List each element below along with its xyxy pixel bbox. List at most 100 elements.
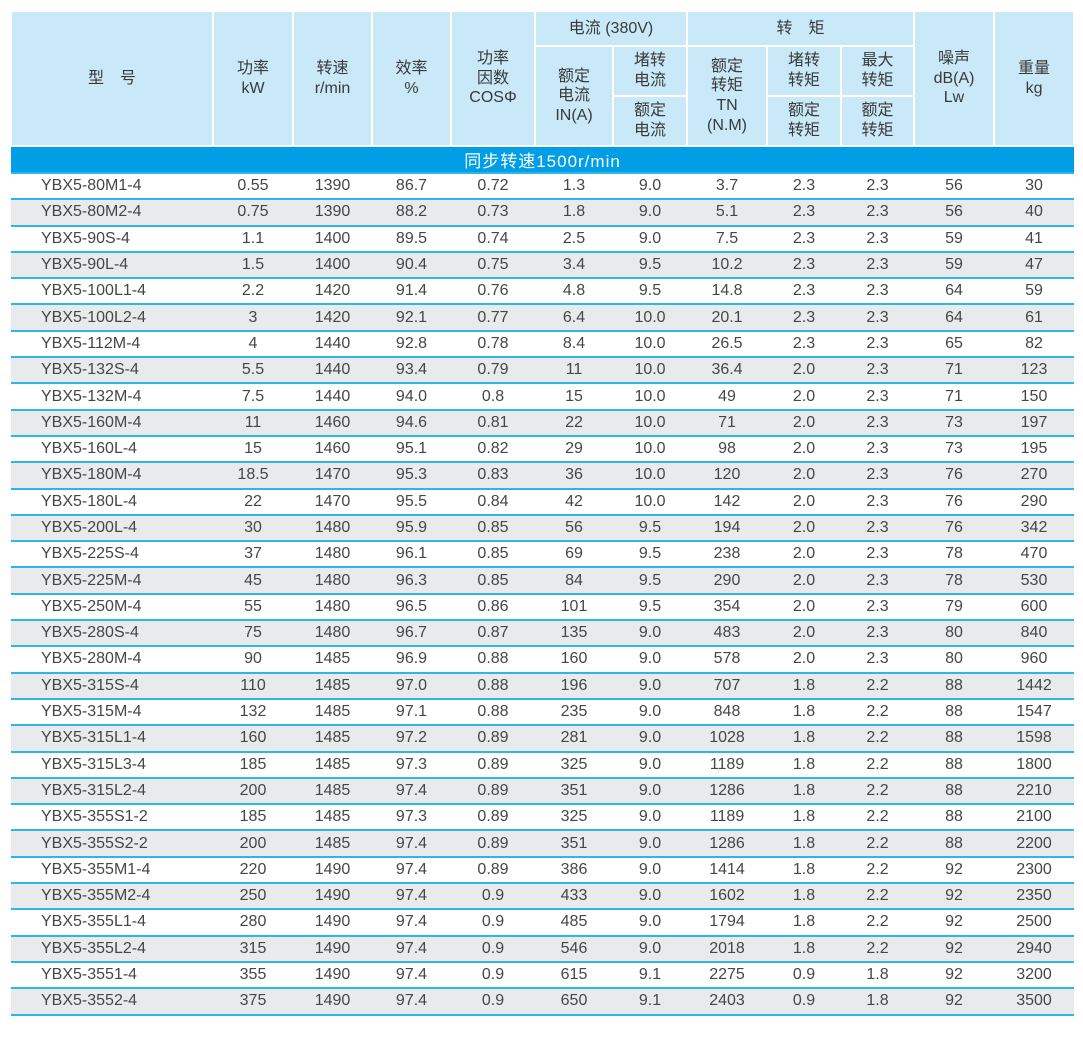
value-cell: 9.5	[613, 514, 688, 543]
value-cell: 7.5	[687, 225, 768, 253]
value-cell: 280	[213, 909, 293, 937]
value-cell: 0.89	[451, 725, 535, 753]
value-cell: 1.8	[767, 725, 842, 753]
value-cell: 71	[914, 357, 995, 385]
value-cell: 86.7	[372, 173, 451, 201]
value-cell: 2275	[687, 961, 768, 990]
table-row: YBX5-90S-4 1.1 1400 89.5 0.74 2.5 9.0 7.5 2.3 2.3…	[11, 225, 1075, 253]
value-cell: 10.0	[613, 330, 688, 359]
model-cell: YBX5-132S-4	[11, 357, 213, 385]
value-cell: 2.2	[841, 935, 915, 963]
value-cell: 2.3	[841, 567, 915, 595]
value-cell: 2.0	[767, 541, 842, 569]
table-row: YBX5-355M1-4 220 1490 97.4 0.89 386 9.0 1414 1.8…	[11, 856, 1075, 885]
value-cell: 2.3	[841, 278, 915, 306]
value-cell: 89.5	[372, 225, 451, 253]
value-cell: 97.2	[372, 725, 451, 753]
model-cell: YBX5-100L2-4	[11, 304, 213, 332]
table-row: YBX5-355L2-4 315 1490 97.4 0.9 546 9.0 2018 1.8 2…	[11, 935, 1075, 963]
model-cell: YBX5-200L-4	[11, 514, 213, 543]
table-row: YBX5-100L2-4 3 1420 92.1 0.77 6.4 10.0 20.1 2.3 2…	[11, 304, 1075, 332]
value-cell: 0.89	[451, 856, 535, 885]
value-cell: 2200	[994, 830, 1075, 858]
value-cell: 97.3	[372, 804, 451, 832]
model-cell: YBX5-80M1-4	[11, 173, 213, 201]
value-cell: 0.8	[451, 383, 535, 411]
value-cell: 2.3	[841, 593, 915, 622]
model-cell: YBX5-90L-4	[11, 251, 213, 280]
value-cell: 59	[994, 278, 1075, 306]
table-row: YBX5-315M-4 132 1485 97.1 0.88 235 9.0 848 1.8 2.…	[11, 698, 1075, 727]
value-cell: 92.1	[372, 304, 451, 332]
value-cell: 0.9	[451, 961, 535, 990]
value-cell: 2.0	[767, 435, 842, 464]
value-cell: 9.0	[613, 225, 688, 253]
value-cell: 0.75	[451, 251, 535, 280]
value-cell: 2.3	[841, 620, 915, 648]
value-cell: 88	[914, 804, 995, 832]
value-cell: 97.4	[372, 909, 451, 937]
value-cell: 1.8	[767, 777, 842, 806]
value-cell: 1480	[293, 514, 372, 543]
value-cell: 355	[213, 961, 293, 990]
value-cell: 0.75	[213, 199, 293, 227]
value-cell: 2.3	[841, 304, 915, 332]
value-cell: 546	[535, 935, 613, 963]
header-max-torque-numerator: 最大 转矩	[840, 45, 916, 97]
header-current-group: 电流 (380V)	[533, 10, 689, 47]
value-cell: 2.3	[841, 462, 915, 490]
value-cell: 110	[213, 672, 293, 700]
value-cell: 0.9	[451, 909, 535, 937]
value-cell: 2.2	[841, 909, 915, 937]
table-row: YBX5-355L1-4 280 1490 97.4 0.9 485 9.0 1794 1.8 2…	[11, 909, 1075, 937]
table-row: YBX5-315L3-4 185 1485 97.3 0.89 325 9.0 1189 1.8…	[11, 751, 1075, 779]
value-cell: 1485	[293, 804, 372, 832]
value-cell: 42	[535, 488, 613, 516]
value-cell: 92	[914, 856, 995, 885]
value-cell: 2.2	[841, 883, 915, 911]
value-cell: 235	[535, 698, 613, 727]
value-cell: 1460	[293, 435, 372, 464]
table-row: YBX5-80M2-4 0.75 1390 88.2 0.73 1.8 9.0 5.1 2.3 2…	[11, 199, 1075, 227]
model-cell: YBX5-355S2-2	[11, 830, 213, 858]
value-cell: 91.4	[372, 278, 451, 306]
value-cell: 1400	[293, 225, 372, 253]
value-cell: 0.89	[451, 751, 535, 779]
value-cell: 200	[213, 830, 293, 858]
value-cell: 325	[535, 751, 613, 779]
model-cell: YBX5-160L-4	[11, 435, 213, 464]
value-cell: 9.0	[613, 199, 688, 227]
table-header: 型 号 功率 kW 转速 r/min 效率 % 功率 因数 COSΦ 电流 (3…	[10, 10, 1076, 147]
value-cell: 2.3	[767, 225, 842, 253]
value-cell: 2.0	[767, 567, 842, 595]
model-cell: YBX5-355L2-4	[11, 935, 213, 963]
value-cell: 88	[914, 672, 995, 700]
value-cell: 3	[213, 304, 293, 332]
value-cell: 270	[994, 462, 1075, 490]
value-cell: 97.1	[372, 698, 451, 727]
value-cell: 0.85	[451, 541, 535, 569]
value-cell: 2403	[687, 988, 768, 1016]
value-cell: 80	[914, 620, 995, 648]
header-locked-current-numerator: 堵转 电流	[611, 45, 689, 97]
value-cell: 96.5	[372, 593, 451, 622]
value-cell: 1.8	[767, 909, 842, 937]
value-cell: 9.5	[613, 251, 688, 280]
model-cell: YBX5-250M-4	[11, 593, 213, 622]
value-cell: 30	[994, 173, 1075, 201]
value-cell: 26.5	[687, 330, 768, 359]
value-cell: 92	[914, 909, 995, 937]
model-cell: YBX5-355M1-4	[11, 856, 213, 885]
value-cell: 5.1	[687, 199, 768, 227]
value-cell: 90	[213, 646, 293, 674]
table-row: YBX5-100L1-4 2.2 1420 91.4 0.76 4.8 9.5 14.8 2.3…	[11, 278, 1075, 306]
table-row: YBX5-180L-4 22 1470 95.5 0.84 42 10.0 142 2.0 2.3…	[11, 488, 1075, 516]
value-cell: 1490	[293, 935, 372, 963]
value-cell: 9.0	[613, 883, 688, 911]
value-cell: 3.4	[535, 251, 613, 280]
value-cell: 1.8	[767, 751, 842, 779]
value-cell: 1485	[293, 698, 372, 727]
value-cell: 2.0	[767, 488, 842, 516]
value-cell: 97.4	[372, 883, 451, 911]
value-cell: 1.8	[767, 935, 842, 963]
